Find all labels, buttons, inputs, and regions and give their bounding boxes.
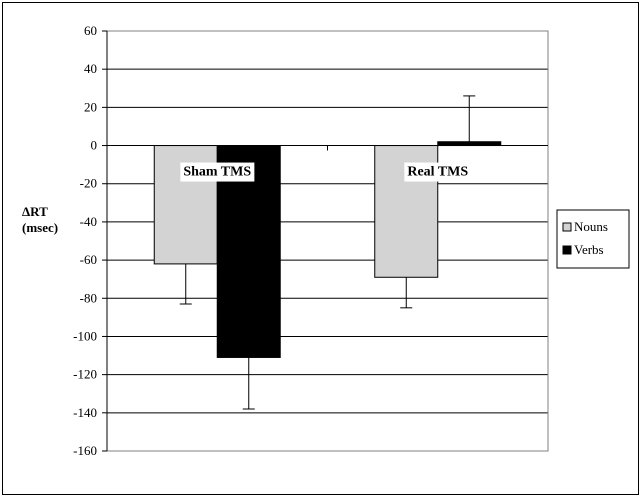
category-label: Real TMS bbox=[407, 165, 468, 180]
category-label-bg bbox=[180, 162, 255, 182]
legend-label-verbs: Verbs bbox=[574, 242, 604, 257]
bar-verbs-1 bbox=[437, 141, 502, 147]
legend-box bbox=[556, 209, 630, 269]
error-bars bbox=[179, 95, 476, 410]
legend-swatch-nouns bbox=[562, 222, 572, 232]
y-tick-label: -20 bbox=[80, 176, 97, 191]
y-tick-label: -80 bbox=[80, 290, 97, 305]
y-tick-label: -40 bbox=[80, 214, 97, 229]
legend-label-nouns: Nouns bbox=[574, 219, 608, 234]
y-axis-label-line1: ΔRT bbox=[22, 204, 48, 219]
labels: 60 40 20 0 -20 -40 -60 -80 -100 -120 -140 -160 Sham … bbox=[73, 23, 472, 458]
legend: Nouns Verbs bbox=[556, 209, 630, 269]
category-label: Sham TMS bbox=[183, 165, 251, 180]
y-tick-label: 0 bbox=[91, 138, 98, 153]
y-tick-label: -140 bbox=[73, 405, 97, 420]
y-tick-label: 40 bbox=[84, 61, 97, 76]
y-axis-label-line2: (msec) bbox=[22, 220, 58, 235]
y-tick-label: 60 bbox=[84, 23, 97, 38]
y-tick-label: 20 bbox=[84, 99, 97, 114]
y-tick-label: -60 bbox=[80, 252, 97, 267]
y-tick-label: -120 bbox=[73, 367, 97, 382]
y-tick-label: -160 bbox=[73, 443, 97, 458]
y-tick-label: -100 bbox=[73, 328, 97, 343]
legend-swatch-verbs bbox=[562, 245, 572, 255]
category-label-bg bbox=[404, 162, 472, 182]
